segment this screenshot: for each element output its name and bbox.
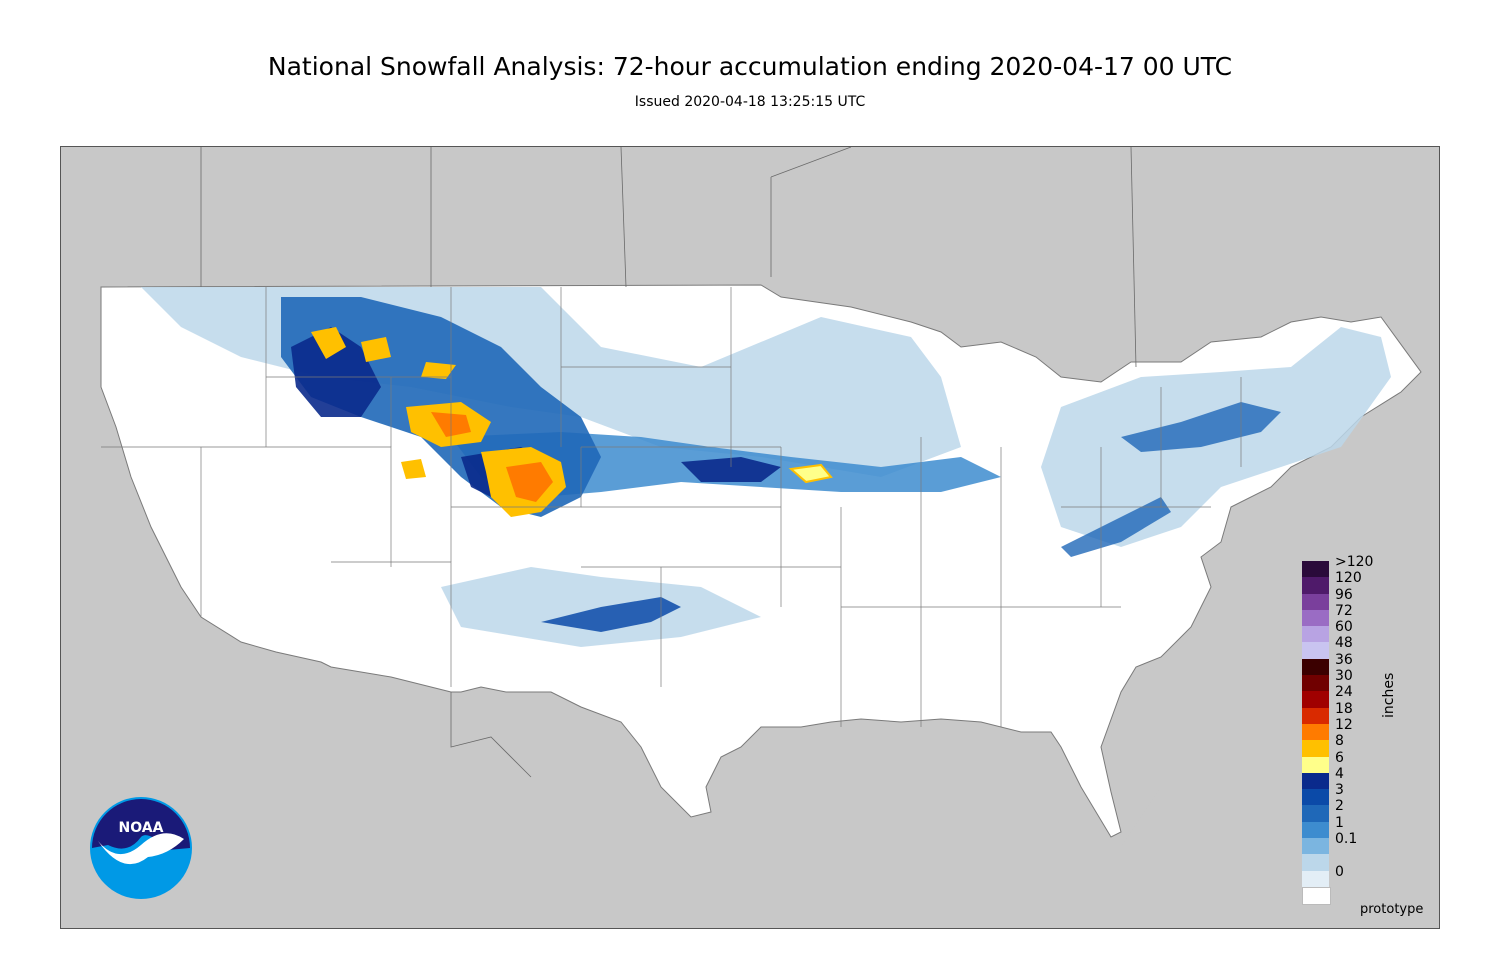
legend-label: 120: [1335, 570, 1362, 587]
map-title: National Snowfall Analysis: 72-hour accu…: [267, 52, 1233, 81]
legend-label: 2: [1335, 798, 1344, 815]
legend-swatch: [1302, 870, 1329, 887]
heavy-snow-colorado-core: [506, 462, 553, 502]
legend-swatch: [1302, 805, 1329, 822]
legend-label: 24: [1335, 684, 1353, 701]
legend-label: 72: [1335, 602, 1353, 619]
legend-swatch: [1302, 886, 1331, 906]
legend-item: 6: [1302, 751, 1392, 773]
issued-timestamp: Issued 2020-04-18 13:25:15 UTC: [634, 94, 866, 110]
legend-swatch: [1302, 756, 1329, 773]
snow-band-southern: [541, 597, 681, 632]
legend-item: [1302, 886, 1392, 906]
legend-label: 36: [1335, 651, 1353, 668]
legend-swatch: [1302, 772, 1329, 790]
heavy-snow-montana: [311, 327, 456, 379]
noaa-logo-icon: NOAA: [90, 797, 192, 899]
legend-swatch: [1302, 838, 1329, 855]
legend-item: 30: [1302, 669, 1392, 692]
prototype-label: prototype: [1360, 902, 1424, 917]
legend-item: 1: [1302, 816, 1392, 839]
atlantic-ocean: [1121, 447, 1439, 928]
legend-label: 0: [1335, 863, 1344, 880]
legend-swatch: [1302, 691, 1329, 708]
pacific-ocean: [61, 267, 361, 928]
legend-item: 48: [1302, 636, 1392, 659]
legend-item: 96: [1302, 588, 1392, 610]
legend-label: 96: [1335, 586, 1353, 603]
legend-swatch: [1302, 821, 1329, 839]
snowfall-legend: >120 120 96 72 60 48 36 30 24 18 12 8 6 4 3 2 1 0.1 0: [1302, 555, 1392, 906]
legend-item: 4: [1302, 767, 1392, 790]
legend-item: 12: [1302, 718, 1392, 741]
legend-swatch: [1302, 723, 1329, 741]
noaa-logo: NOAA: [88, 795, 194, 901]
legend-label: 30: [1335, 668, 1353, 685]
legend-label: 0.1: [1335, 831, 1358, 848]
legend-swatch: [1302, 593, 1329, 610]
legend-swatch: [1302, 561, 1329, 578]
legend-swatch: [1302, 658, 1329, 676]
legend-label: 8: [1335, 733, 1344, 750]
legend-item: 0.1: [1302, 832, 1392, 855]
legend-item: 24: [1302, 685, 1392, 708]
legend-item: 120: [1302, 571, 1392, 594]
legend-label: 18: [1335, 700, 1353, 717]
legend-item: 3: [1302, 783, 1392, 806]
legend-item: 8: [1302, 734, 1392, 757]
heavy-snow-utah: [401, 459, 426, 479]
legend-label: 60: [1335, 619, 1353, 636]
legend-label: 4: [1335, 765, 1344, 782]
legend-swatch: [1302, 789, 1329, 806]
legend-label: >120: [1335, 554, 1374, 570]
legend-units-label: inches: [1381, 672, 1397, 718]
legend-item: 36: [1302, 653, 1392, 676]
snowfall-map[interactable]: [60, 146, 1440, 929]
legend-label: 1: [1335, 814, 1344, 831]
state-boundaries: [101, 287, 1242, 727]
legend-item: >120: [1302, 555, 1392, 578]
legend-swatch: [1302, 740, 1329, 757]
snow-band-northeast: [1061, 402, 1281, 557]
heavy-snow-iowa: [788, 463, 833, 484]
legend-swatch: [1302, 707, 1329, 724]
legend-swatch: [1302, 675, 1329, 692]
country-borders: [200, 147, 1137, 778]
legend-label: 6: [1335, 749, 1344, 766]
legend-swatch: [1302, 577, 1329, 594]
legend-swatch: [1302, 854, 1329, 871]
legend-item: 2: [1302, 799, 1392, 822]
map-canvas: [61, 147, 1439, 928]
legend-swatch: [1302, 609, 1329, 627]
legend-label: 3: [1335, 782, 1344, 799]
legend-item: 60: [1302, 620, 1392, 643]
legend-item: 72: [1302, 604, 1392, 627]
legend-swatch: [1302, 642, 1329, 659]
legend-item: 18: [1302, 702, 1392, 724]
legend-item: 0: [1302, 865, 1392, 887]
gulf-of-mexico: [621, 732, 1131, 928]
legend-label: 12: [1335, 716, 1353, 733]
legend-label: 48: [1335, 635, 1353, 652]
legend-item: [1302, 854, 1392, 871]
legend-swatch: [1302, 626, 1329, 643]
noaa-logo-text: NOAA: [119, 820, 164, 836]
